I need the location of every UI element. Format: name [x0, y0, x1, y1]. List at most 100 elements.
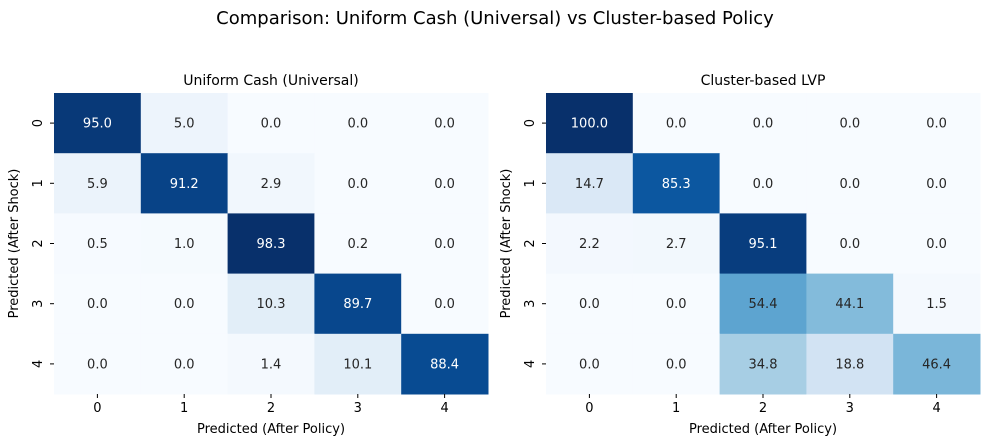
- cell-value-label: 46.4: [922, 357, 951, 372]
- heatmap-cell: [719, 153, 807, 214]
- cell-value-label: 98.3: [257, 237, 286, 252]
- heatmap-cell: [227, 273, 315, 335]
- x-axis-label: Predicted (After Policy): [197, 422, 345, 437]
- cell-value-label: 54.4: [749, 297, 778, 312]
- heatmap-cell: [401, 273, 489, 335]
- cell-value-label: 0.0: [839, 237, 860, 252]
- heatmap-cell: [893, 93, 981, 154]
- cell-value-label: 0.0: [87, 297, 108, 312]
- cell-value-label: 0.5: [87, 237, 108, 252]
- cell-value-label: 18.8: [835, 357, 864, 372]
- heatmap-cell: [227, 153, 315, 214]
- x-tick-label: 4: [932, 401, 940, 416]
- heatmap-cell: [54, 153, 142, 214]
- y-tick-label: 3: [31, 300, 46, 308]
- cell-value-label: 2.9: [261, 177, 282, 192]
- heatmap-cell: [314, 333, 402, 395]
- heatmap-cell: [314, 213, 402, 275]
- heatmap-cell: [54, 93, 142, 154]
- cell-value-label: 0.0: [579, 297, 600, 312]
- x-tick-label: 0: [585, 401, 593, 416]
- x-tick-label: 0: [93, 401, 101, 416]
- heatmap-cell: [632, 153, 721, 214]
- heatmap-cell: [632, 333, 721, 395]
- x-tick-label: 1: [180, 401, 188, 416]
- heatmap-cell: [719, 333, 807, 395]
- heatmap-cell: [893, 213, 981, 275]
- x-axis-label: Predicted (After Policy): [689, 422, 837, 437]
- y-tick-label: 2: [523, 239, 538, 247]
- cell-value-label: 0.0: [347, 177, 368, 192]
- x-tick-label: 2: [759, 401, 767, 416]
- heatmap-cell: [314, 153, 402, 214]
- y-tick-label: 0: [31, 119, 46, 127]
- cell-value-label: 0.0: [579, 357, 600, 372]
- heatmap-cell: [54, 333, 142, 395]
- x-tick-label: 3: [846, 401, 854, 416]
- cell-value-label: 5.0: [174, 117, 195, 132]
- heatmap-cell: [632, 213, 721, 275]
- cell-value-label: 14.7: [575, 177, 604, 192]
- heatmap-cell: [227, 333, 315, 395]
- heatmap-cell: [546, 333, 634, 395]
- heatmap-cell: [632, 93, 721, 154]
- cell-value-label: 0.0: [926, 117, 947, 132]
- cell-value-label: 0.0: [434, 117, 455, 132]
- cell-value-label: 0.0: [839, 117, 860, 132]
- cell-value-label: 0.0: [926, 237, 947, 252]
- panel-title: Uniform Cash (Universal): [183, 73, 358, 89]
- cell-value-label: 2.2: [579, 237, 600, 252]
- panel-title: Cluster-based LVP: [701, 73, 826, 89]
- cell-value-label: 0.0: [347, 117, 368, 132]
- heatmap-cell: [546, 273, 634, 335]
- y-tick-label: 4: [523, 360, 538, 368]
- cell-value-label: 0.0: [666, 117, 687, 132]
- cell-value-label: 89.7: [343, 297, 372, 312]
- heatmap-cell: [893, 333, 981, 395]
- heatmap-cell: [54, 213, 142, 275]
- x-tick-label: 3: [354, 401, 362, 416]
- heatmap-cell: [546, 93, 634, 154]
- y-tick-label: 3: [523, 300, 538, 308]
- heatmap-cell: [140, 213, 229, 275]
- cell-value-label: 0.0: [666, 297, 687, 312]
- heatmap-cell: [54, 273, 142, 335]
- y-tick-label: 4: [31, 360, 46, 368]
- cell-value-label: 95.0: [83, 117, 112, 132]
- heatmap-cell: [314, 93, 402, 154]
- heatmap-cell: [719, 213, 807, 275]
- cell-value-label: 85.3: [662, 177, 691, 192]
- y-tick-label: 1: [31, 179, 46, 187]
- cell-value-label: 0.0: [666, 357, 687, 372]
- heatmap-cell: [719, 93, 807, 154]
- heatmap-cell: [806, 333, 894, 395]
- heatmap-cell: [227, 213, 315, 275]
- cell-value-label: 5.9: [87, 177, 108, 192]
- cell-value-label: 0.0: [434, 177, 455, 192]
- heatmap-cell: [546, 213, 634, 275]
- cell-value-label: 0.0: [926, 177, 947, 192]
- heatmap-cell: [546, 153, 634, 214]
- x-tick-label: 2: [267, 401, 275, 416]
- cell-value-label: 0.0: [434, 297, 455, 312]
- cell-value-label: 10.3: [257, 297, 286, 312]
- cell-value-label: 0.0: [434, 237, 455, 252]
- heatmap-cell: [140, 333, 229, 395]
- cell-value-label: 1.4: [261, 357, 282, 372]
- cell-value-label: 0.2: [347, 237, 368, 252]
- cell-value-label: 91.2: [170, 177, 199, 192]
- cell-value-label: 100.0: [571, 117, 608, 132]
- y-tick-label: 0: [523, 119, 538, 127]
- y-tick-label: 1: [523, 179, 538, 187]
- cell-value-label: 0.0: [87, 357, 108, 372]
- cell-value-label: 1.0: [174, 237, 195, 252]
- x-tick-label: 4: [440, 401, 448, 416]
- heatmap-cell: [401, 93, 489, 154]
- cell-value-label: 10.1: [343, 357, 372, 372]
- y-tick-label: 2: [31, 239, 46, 247]
- cell-value-label: 44.1: [835, 297, 864, 312]
- heatmap-cell: [806, 213, 894, 275]
- y-axis-label: Predicted (After Shock): [7, 169, 22, 319]
- cell-value-label: 2.7: [666, 237, 687, 252]
